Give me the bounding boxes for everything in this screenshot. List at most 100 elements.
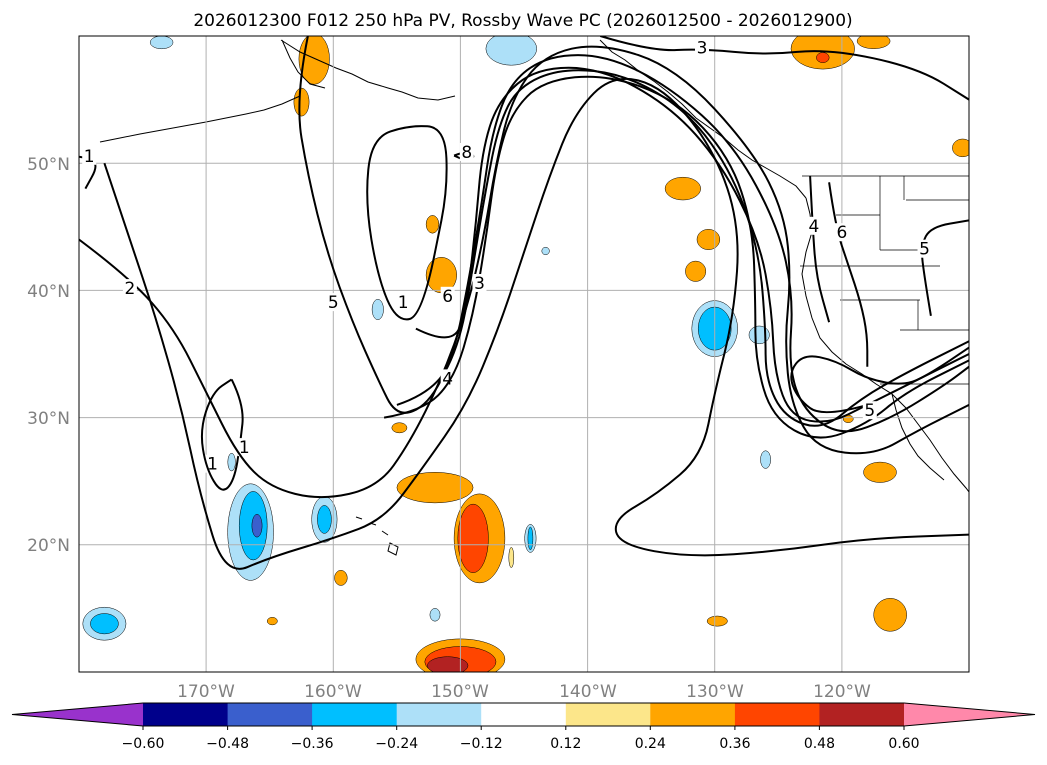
map-background <box>79 36 969 672</box>
pv-contour-line <box>809 175 831 323</box>
negative-pc-region <box>149 36 174 50</box>
positive-pc-region <box>790 36 855 70</box>
positive-pc-region <box>685 260 707 282</box>
contour-label-background <box>459 143 474 161</box>
positive-pc-region <box>396 472 474 504</box>
contour-label: 1 <box>207 455 218 475</box>
positive-pc-region <box>816 52 830 63</box>
negative-pc-region <box>527 526 534 551</box>
contour-label-background <box>326 293 341 312</box>
hawaii-islands <box>355 516 399 556</box>
colorbar-tick-label: −0.36 <box>291 736 334 752</box>
alaska-coastline <box>280 39 807 199</box>
contour-label: 5 <box>328 293 339 313</box>
contour-label-background <box>806 216 821 235</box>
positive-pc-region <box>427 656 469 672</box>
contour-label-background <box>695 38 709 57</box>
pv-contour-line <box>298 36 969 433</box>
positive-pc-region <box>508 547 515 568</box>
contour-label-background <box>82 146 97 165</box>
pv-contour-line <box>103 77 969 570</box>
contour-label: 8 <box>461 143 472 163</box>
pv-contour-line <box>366 125 448 321</box>
colorbar-segment <box>650 703 736 726</box>
colorbar-segment <box>481 703 567 726</box>
negative-pc-region <box>371 299 384 320</box>
colorbar-tick-label: 0.12 <box>550 736 581 752</box>
colorbar: −0.60 −0.48 −0.36 −0.24 −0.12 0.12 0.24 0.36 0.4… <box>11 702 1036 752</box>
negative-pc-region <box>317 505 332 534</box>
negative-pc-region <box>429 608 441 622</box>
colorbar-segment <box>143 703 229 726</box>
positive-pc-region <box>425 215 440 234</box>
negative-pc-region <box>760 450 771 469</box>
contour-label-background <box>440 286 455 305</box>
positive-pc-region <box>863 461 897 483</box>
lon-label-160w: 160°W <box>304 682 362 702</box>
baja-california <box>891 393 945 481</box>
pv-contour-line <box>415 66 969 423</box>
contour-label-background <box>917 239 932 258</box>
longitude-axis: 170°W 160°W 150°W 140°W 130°W 120°W <box>177 682 871 702</box>
lat-label-50: 50°N <box>27 155 70 175</box>
colorbar-segment <box>227 703 313 726</box>
negative-pc-region <box>90 613 119 635</box>
contour-label: 6 <box>836 223 847 243</box>
colorbar-tick-label: 0.48 <box>804 736 835 752</box>
contour-label: 2 <box>124 279 135 299</box>
colorbar-max-extension <box>904 703 1035 726</box>
pv-contour-line <box>396 69 969 427</box>
positive-pc-region <box>873 598 907 632</box>
colorbar-min-extension <box>12 703 143 726</box>
pv-contour-line <box>79 45 969 499</box>
lon-label-130w: 130°W <box>686 682 744 702</box>
colorbar-segment <box>819 703 905 726</box>
contour-label: 5 <box>864 401 875 421</box>
positive-pc-region <box>457 503 489 573</box>
contour-label-background <box>205 454 220 473</box>
positive-pc-region <box>334 570 348 586</box>
positive-pc-region <box>391 422 408 434</box>
positive-pc-region <box>706 615 728 627</box>
positive-pc-region <box>293 87 310 117</box>
positive-pc-region <box>696 229 721 250</box>
lat-label-40: 40°N <box>27 282 70 302</box>
contour-label-background <box>440 369 455 388</box>
map-frame <box>78 35 970 673</box>
positive-pc-region <box>952 138 969 158</box>
lon-label-170w: 170°W <box>177 682 235 702</box>
lon-label-140w: 140°W <box>559 682 617 702</box>
negative-pc-region <box>227 452 236 472</box>
negative-pc-region <box>251 514 263 538</box>
negative-pc-region <box>541 246 550 256</box>
colorbar-segment <box>396 703 482 726</box>
colorbar-tick-label: −0.48 <box>206 736 249 752</box>
us-canada-border <box>800 175 969 385</box>
colorbar-tick-label: −0.60 <box>122 736 165 752</box>
contour-label-background <box>237 438 252 457</box>
pv-contour-line <box>600 36 969 101</box>
north-america-west-coast <box>801 197 969 493</box>
latitude-axis: 20°N 30°N 40°N 50°N <box>27 155 70 556</box>
chart-title: 2026012300 F012 250 hPa PV, Rossby Wave … <box>193 11 852 31</box>
colorbar-tick-label: 0.36 <box>719 736 750 752</box>
colorbar-segment <box>565 703 651 726</box>
pc-shading-layer <box>82 36 969 672</box>
contour-label: 1 <box>239 438 250 458</box>
contour-label-background <box>396 293 411 312</box>
contour-label-background <box>862 401 877 420</box>
pv-contour-line <box>790 346 969 414</box>
contour-label: 1 <box>84 147 95 167</box>
contour-label: 3 <box>474 274 485 294</box>
colorbar-tick-label: 0.60 <box>888 736 919 752</box>
lat-label-30: 30°N <box>27 409 70 429</box>
lat-label-20: 20°N <box>27 536 70 556</box>
contour-label: 4 <box>808 217 819 237</box>
contour-label: 4 <box>442 369 453 389</box>
positive-pc-region <box>664 176 701 201</box>
lon-label-120w: 120°W <box>813 682 871 702</box>
positive-pc-region <box>266 617 278 626</box>
